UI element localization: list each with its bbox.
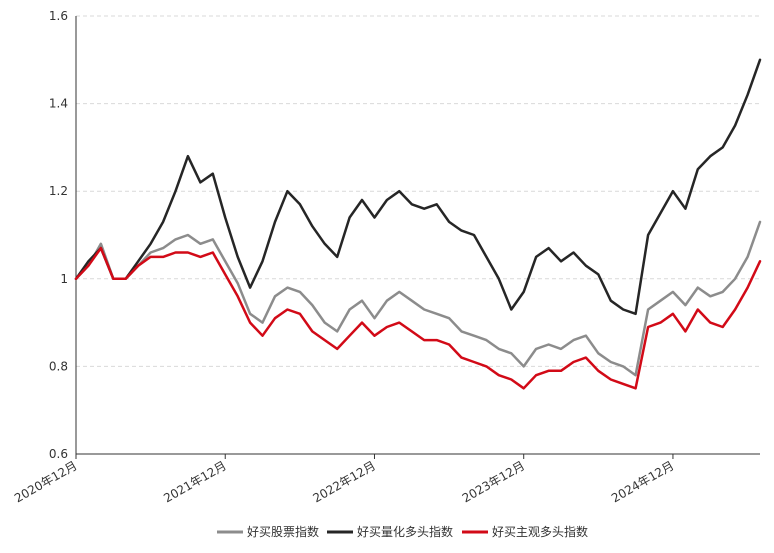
x-tick-label: 2024年12月 — [609, 458, 676, 505]
y-axis-ticks: 0.6 0.8 1 1.2 1.4 1.6 — [49, 9, 68, 461]
series-line-1 — [74, 58, 762, 316]
y-tick-label: 0.8 — [49, 359, 68, 373]
grid-lines — [76, 15, 760, 367]
x-axis-ticks: 2020年12月 2021年12月 2022年12月 2023年12月 2024年12月 — [12, 454, 676, 506]
x-tick-label: 2021年12月 — [161, 458, 228, 505]
x-tick-label: 2020年12月 — [12, 458, 79, 505]
series-lines — [74, 58, 762, 390]
legend-label-0: 好买股票指数 — [247, 524, 319, 539]
series-line-0 — [74, 220, 762, 377]
legend-label-1: 好买量化多头指数 — [357, 524, 453, 539]
y-tick-label: 1 — [60, 272, 68, 286]
y-tick-label: 1.6 — [49, 9, 68, 23]
x-tick-label: 2022年12月 — [311, 458, 378, 505]
y-tick-label: 1.4 — [49, 97, 68, 111]
series-line-2 — [74, 246, 762, 390]
x-tick-label: 2023年12月 — [460, 458, 527, 505]
legend-label-2: 好买主观多头指数 — [492, 524, 588, 539]
legend: 好买股票指数 好买量化多头指数 好买主观多头指数 — [217, 524, 588, 539]
y-tick-label: 0.6 — [49, 447, 68, 461]
y-tick-label: 1.2 — [49, 184, 68, 198]
